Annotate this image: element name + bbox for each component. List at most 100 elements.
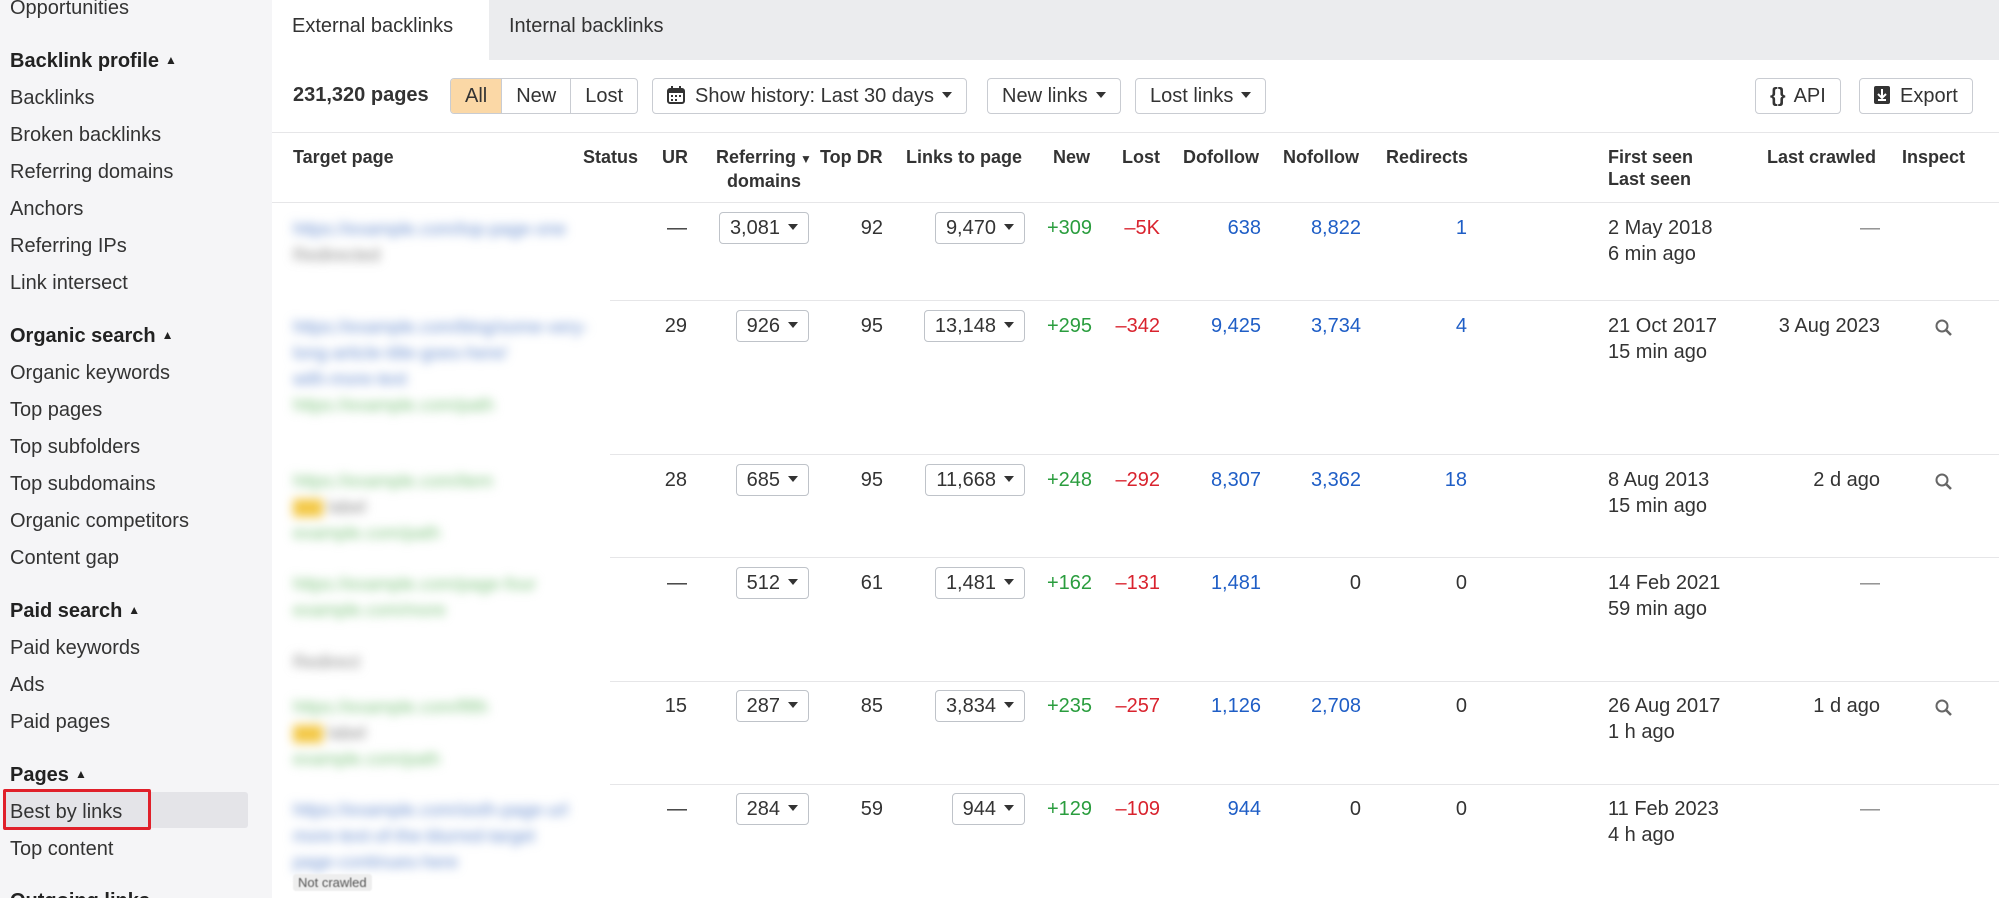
sidebar-item-paid-pages[interactable]: Paid pages [10,711,111,733]
api-button[interactable]: {} API [1755,78,1841,114]
export-button[interactable]: Export [1859,78,1973,114]
cell-dofollow[interactable]: 9,425 [1210,315,1261,337]
sidebar-item-backlinks[interactable]: Backlinks [10,87,95,109]
sidebar-item-anchors[interactable]: Anchors [10,198,84,220]
sidebar-item-referring-domains[interactable]: Referring domains [10,161,174,183]
col-ur[interactable]: UR [662,147,688,167]
links-to-page-dropdown[interactable]: 944 [951,793,1025,825]
tab-internal-backlinks[interactable]: Internal backlinks [509,15,664,37]
cell-last-seen: 15 min ago [1608,495,1707,517]
cell-nofollow[interactable]: 8,822 [1310,217,1361,239]
cell-redirects[interactable]: 4 [1455,315,1467,337]
sidebar-item-top-pages[interactable]: Top pages [10,399,103,421]
sidebar-item-link-intersect[interactable]: Link intersect [10,272,128,294]
cell-first-seen: 21 Oct 2017 [1608,315,1717,337]
target-page-blurred[interactable]: https://example.com/sixth-page-url more-t… [293,800,569,872]
cell-first-seen: 8 Aug 2013 [1608,469,1710,491]
links-to-page-dropdown[interactable]: 13,148 [923,310,1025,342]
referring-domains-dropdown[interactable]: 3,081 [718,212,809,244]
referring-domains-dropdown[interactable]: 926 [735,310,809,342]
target-page-blurred[interactable]: https://example.com/page-four example.com… [293,574,537,672]
filter-lost[interactable]: Lost [585,85,624,107]
cell-new[interactable]: +309 [1046,217,1092,239]
sidebar-item-paid-keywords[interactable]: Paid keywords [10,637,141,659]
section-pages[interactable]: Pages ▲ [10,764,87,786]
cell-dofollow[interactable]: 944 [1227,798,1261,820]
cell-lost[interactable]: –131 [1115,572,1161,594]
col-first-last-seen[interactable]: First seen Last seen [1608,147,1694,189]
sidebar-item-opportunities[interactable]: Opportunities [10,0,129,19]
links-to-page-dropdown[interactable]: 3,834 [934,690,1025,722]
inspect-search-icon[interactable] [1934,472,1954,492]
col-links-to-page[interactable]: Links to page [906,147,1023,167]
target-page-blurred[interactable]: https://example.com/top-page-one Redirect… [293,219,567,265]
col-dofollow[interactable]: Dofollow [1183,147,1259,167]
section-backlink-profile[interactable]: Backlink profile ▲ [10,50,177,72]
cell-dofollow[interactable]: 638 [1227,217,1261,239]
sidebar-item-organic-competitors[interactable]: Organic competitors [10,510,189,532]
tab-external-backlinks[interactable]: External backlinks [272,0,489,60]
referring-domains-dropdown[interactable]: 685 [735,464,809,496]
inspect-search-icon[interactable] [1934,318,1954,338]
target-page-blurred[interactable]: https://example.com/fifth label example.c… [293,697,489,769]
cell-last-seen: 15 min ago [1608,341,1707,363]
cell-top-dr: 59 [860,798,883,820]
sidebar-item-organic-keywords[interactable]: Organic keywords [10,362,171,384]
cell-new[interactable]: +162 [1046,572,1092,594]
sidebar-item-ads[interactable]: Ads [10,674,45,696]
cell-dofollow[interactable]: 8,307 [1210,469,1261,491]
cell-top-dr: 85 [860,695,883,717]
new-links-dropdown[interactable]: New links [987,78,1121,114]
cell-new[interactable]: +235 [1046,695,1092,717]
col-last-crawled[interactable]: Last crawled [1767,147,1877,167]
cell-redirects[interactable]: 18 [1444,469,1467,491]
divider [610,454,1999,455]
col-top-dr[interactable]: Top DR [820,147,883,167]
sidebar-item-content-gap[interactable]: Content gap [10,547,119,569]
target-page-blurred[interactable]: https://example.com/blog/some-very-long-… [293,317,589,415]
sidebar-item-top-subdomains[interactable]: Top subdomains [10,473,156,495]
col-lost[interactable]: Lost [1122,147,1160,167]
inspect-search-icon[interactable] [1934,698,1954,718]
cell-nofollow[interactable]: 3,734 [1310,315,1361,337]
col-nofollow[interactable]: Nofollow [1283,147,1359,167]
referring-domains-dropdown[interactable]: 287 [735,690,809,722]
show-history-dropdown[interactable]: Show history: Last 30 days [652,78,968,114]
cell-nofollow[interactable]: 2,708 [1310,695,1361,717]
cell-new[interactable]: +295 [1046,315,1092,337]
sidebar-item-top-subfolders[interactable]: Top subfolders [10,436,141,458]
filter-new[interactable]: New [502,79,572,113]
lost-links-dropdown[interactable]: Lost links [1135,78,1267,114]
sidebar-item-broken-backlinks[interactable]: Broken backlinks [10,124,162,146]
target-page-blurred[interactable]: https://example.com/item label example.co… [293,471,494,543]
cell-redirects[interactable]: 1 [1455,217,1467,239]
cell-lost[interactable]: –292 [1115,469,1161,491]
col-referring-domains[interactable]: Referring ▼ domains [716,147,812,191]
sidebar-item-referring-ips[interactable]: Referring IPs [10,235,127,257]
cell-lost[interactable]: –109 [1115,798,1161,820]
cell-lost[interactable]: –257 [1115,695,1161,717]
cell-dofollow[interactable]: 1,126 [1210,695,1261,717]
referring-domains-dropdown[interactable]: 512 [735,567,809,599]
links-to-page-dropdown[interactable]: 9,470 [934,212,1025,244]
filter-all[interactable]: All [451,79,503,113]
sidebar-item-top-content[interactable]: Top content [10,838,114,860]
cell-nofollow[interactable]: 3,362 [1310,469,1361,491]
col-new[interactable]: New [1053,147,1091,167]
cell-dofollow[interactable]: 1,481 [1210,572,1261,594]
col-status[interactable]: Status [583,147,639,167]
sidebar: Opportunities Backlink profile ▲ Backlink… [0,0,272,898]
links-to-page-dropdown[interactable]: 1,481 [934,567,1025,599]
sidebar-item-best-by-links[interactable]: Best by links [10,801,123,823]
cell-lost[interactable]: –5K [1124,217,1160,239]
section-outgoing-links[interactable]: Outgoing links [10,890,150,898]
section-organic-search[interactable]: Organic search ▲ [10,325,174,347]
cell-lost[interactable]: –342 [1115,315,1161,337]
section-paid-search[interactable]: Paid search ▲ [10,600,141,622]
cell-new[interactable]: +248 [1046,469,1092,491]
links-to-page-dropdown[interactable]: 11,668 [925,464,1025,496]
col-target-page[interactable]: Target page [293,147,394,167]
col-redirects[interactable]: Redirects [1386,147,1469,167]
referring-domains-dropdown[interactable]: 284 [735,793,809,825]
cell-new[interactable]: +129 [1046,798,1092,820]
